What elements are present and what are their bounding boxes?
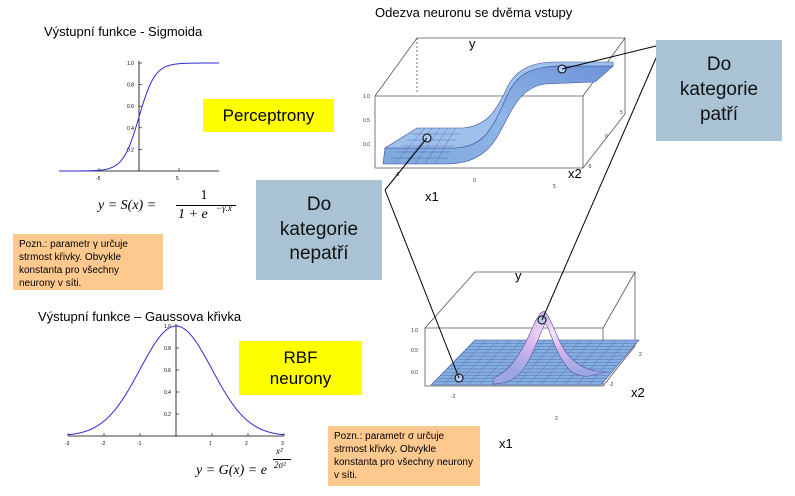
svg-text:5: 5 — [620, 110, 623, 116]
y-tick-label: 0.4 — [164, 390, 171, 396]
svg-text:0: 0 — [473, 178, 476, 184]
grid-line — [564, 339, 605, 386]
gauss-title: Výstupní funkce – Gaussova křivka — [38, 309, 242, 324]
grid-line — [576, 339, 616, 386]
svg-text:2: 2 — [555, 416, 558, 422]
svg-text:2: 2 — [639, 352, 642, 358]
y-tick-label: 0.4 — [127, 126, 134, 132]
surface-x1-label: x1 — [425, 189, 439, 204]
gauss-chart: 0.2 0.4 0.6 0.8 1.0 -3 -2 -1 1 2 3 — [65, 324, 285, 447]
sigmoid-formula-num: 1 — [200, 188, 208, 203]
y-tick-label: 0.8 — [127, 83, 134, 89]
sigmoid-chart: 0.2 0.4 0.6 0.8 1.0 -5 5 — [58, 61, 220, 180]
sigmoid-surface-plot: 1.0 0.5 0.0 -5 0 5 -5 0 5 y x1 x2 — [363, 36, 626, 204]
x-tick-label: 2 — [245, 441, 248, 447]
surface-title: Odezva neuronu se dvěma vstupy — [375, 5, 573, 20]
x-tick-label: -5 — [96, 176, 101, 180]
svg-text:5: 5 — [553, 184, 556, 190]
y-tick-label: 0.6 — [127, 104, 134, 110]
x-tick-label: -2 — [101, 441, 106, 447]
x-tick-label: -3 — [65, 441, 70, 447]
svg-text:-2: -2 — [451, 394, 456, 400]
curve-line — [58, 62, 220, 172]
note-gauss: Pozn.: parametr σ určuje strmost křivky.… — [328, 426, 480, 486]
surface2-x1-label: x1 — [499, 436, 513, 451]
grid-line — [588, 339, 628, 386]
svg-text:0.5: 0.5 — [411, 348, 418, 354]
svg-text:-5: -5 — [587, 164, 592, 170]
do-kategorie-patri-box: Do kategorie patří — [656, 40, 782, 141]
svg-text:0.0: 0.0 — [363, 142, 370, 148]
sigmoid-title: Výstupní funkce - Sigmoida — [44, 24, 203, 39]
gauss-formula-lhs: y = G(x) = e — [196, 463, 267, 478]
surface-x2-label: x2 — [568, 166, 582, 181]
x-tick-label: 3 — [281, 441, 284, 447]
sigmoid-formula: y = S(x) = 1 1 + e −γ.x — [98, 188, 248, 224]
point-outside-marker-2 — [454, 373, 464, 383]
surface-y-label: y — [469, 36, 476, 51]
sigmoid-formula-lhs: y = S(x) = — [98, 198, 157, 213]
point-inside-marker — [557, 64, 567, 74]
svg-text:0.5: 0.5 — [363, 118, 370, 124]
sigmoid-formula-exp: −γ.x — [216, 203, 232, 213]
y-tick-label: 0.8 — [164, 346, 171, 352]
gauss-formula-exp-den: 2σ² — [274, 460, 286, 470]
sigmoid-formula-den: 1 + e — [178, 207, 208, 222]
gaussian-surface-plot: 1.0 0.5 0.0 -2 2 -2 2 y x1 x2 — [411, 268, 645, 451]
y-tick-label: 0.2 — [127, 147, 134, 153]
svg-text:1.0: 1.0 — [411, 328, 418, 334]
svg-text:0.0: 0.0 — [411, 370, 418, 376]
x-tick-label: 5 — [176, 176, 179, 180]
do-kategorie-nepatri-box: Do kategorie nepatří — [256, 180, 382, 280]
grid-line — [540, 339, 581, 386]
x-tick-label: 1 — [209, 441, 212, 447]
point-inside-marker-2 — [537, 315, 547, 325]
y-tick-label: 0.2 — [164, 412, 171, 418]
perceptrony-label: Perceptrony — [203, 99, 334, 132]
y-tick-label: 1.0 — [127, 61, 134, 67]
surface2-x2-label: x2 — [631, 385, 645, 400]
gauss-formula: y = G(x) = e x² 2σ² — [196, 446, 326, 487]
svg-text:-2: -2 — [609, 382, 614, 388]
point-outside-marker — [422, 133, 432, 143]
gauss-formula-exp-num: x² — [276, 446, 283, 456]
surface2-y-label: y — [515, 268, 522, 283]
svg-text:1.0: 1.0 — [363, 94, 370, 100]
svg-text:-5: -5 — [395, 172, 400, 178]
x-tick-label: -1 — [137, 441, 142, 447]
y-tick-label: 1.0 — [164, 324, 171, 330]
curve-line — [67, 325, 285, 436]
svg-text:0: 0 — [605, 134, 608, 140]
y-tick-label: 0.6 — [164, 368, 171, 374]
rbf-label: RBF neurony — [239, 341, 362, 395]
note-sigmoid: Pozn.: parametr γ určuje strmost křivky.… — [13, 234, 163, 290]
